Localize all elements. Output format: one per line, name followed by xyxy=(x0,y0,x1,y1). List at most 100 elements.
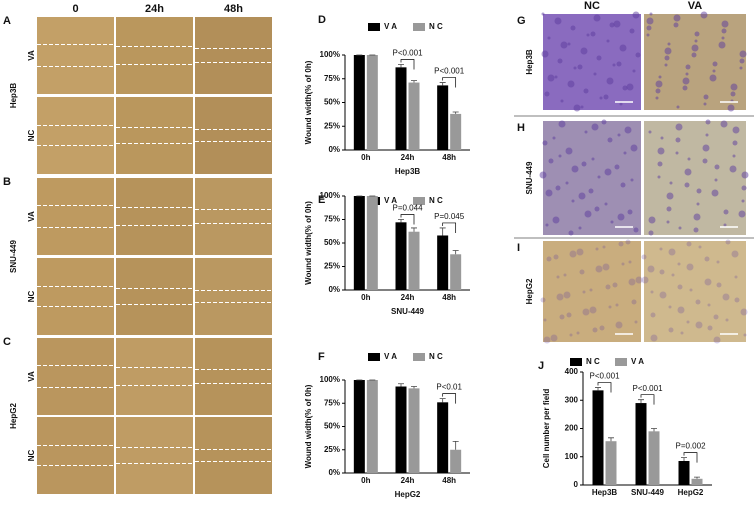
y-tick-label: 100% xyxy=(320,50,340,59)
stained-cell xyxy=(582,290,586,294)
stained-cell xyxy=(695,321,703,329)
stained-cell xyxy=(620,182,626,188)
stained-cell xyxy=(729,165,737,173)
stained-cell xyxy=(547,36,551,40)
stained-cell xyxy=(555,185,561,191)
significance-bracket xyxy=(442,222,457,233)
cell-line-label: SNU-449 xyxy=(525,161,534,194)
row-label: VA xyxy=(27,50,36,61)
bar xyxy=(648,431,660,485)
stained-cell xyxy=(635,276,643,284)
x-tick-label: 0h xyxy=(361,476,370,485)
stained-cell xyxy=(738,210,746,218)
x-tick-label: SNU-449 xyxy=(631,488,664,497)
x-tick-label: 24h xyxy=(401,293,415,302)
x-tick-label: 0h xyxy=(361,153,370,162)
stained-cell xyxy=(630,144,638,152)
stained-cell xyxy=(686,241,692,247)
stained-cell xyxy=(693,227,699,233)
stained-cell xyxy=(576,248,584,256)
stained-cell xyxy=(713,336,721,344)
stained-cell xyxy=(632,69,636,73)
stained-cell xyxy=(552,216,560,224)
stained-cell xyxy=(604,168,612,176)
micrograph xyxy=(37,417,114,494)
stained-cell xyxy=(550,334,558,342)
legend-label: N C xyxy=(586,357,600,366)
y-tick-label: 50% xyxy=(324,98,340,107)
stained-cell xyxy=(659,269,665,275)
stained-cell xyxy=(714,178,718,182)
stained-cell xyxy=(589,306,597,314)
stained-cell xyxy=(720,120,728,128)
stained-cell xyxy=(582,308,590,316)
stained-cell xyxy=(678,226,682,230)
stained-cell xyxy=(557,58,563,64)
stained-cell xyxy=(615,321,623,329)
stained-cell xyxy=(545,189,553,197)
stained-cell xyxy=(686,263,694,271)
stained-cell xyxy=(547,74,555,82)
micrograph-texture xyxy=(195,417,272,494)
column-label: NC xyxy=(584,0,600,12)
bar xyxy=(437,402,449,473)
micrograph-texture xyxy=(37,417,114,494)
stained-cell xyxy=(606,77,614,85)
stained-cell xyxy=(591,123,599,131)
error-bar xyxy=(398,383,404,387)
stained-cell xyxy=(623,151,627,155)
panel-letter: A xyxy=(3,15,11,27)
y-tick-label: 400 xyxy=(565,367,579,376)
p-value: P<0.01 xyxy=(436,383,462,392)
stained-cell xyxy=(680,331,684,335)
bar xyxy=(691,478,703,485)
panel-letter: C xyxy=(3,336,11,348)
stained-cell xyxy=(676,105,680,109)
micrograph-texture xyxy=(37,97,114,174)
stained-cell xyxy=(567,80,575,88)
legend-label: V A xyxy=(384,22,397,31)
stained-cell xyxy=(702,144,710,152)
stained-cell xyxy=(619,44,627,52)
stained-cell xyxy=(682,85,688,91)
stained-cell xyxy=(580,47,588,55)
stained-cell xyxy=(677,284,683,290)
stained-cell xyxy=(543,318,547,322)
stained-cell xyxy=(629,28,635,34)
stained-cell xyxy=(694,31,700,37)
stained-cell xyxy=(646,17,654,25)
stained-cell xyxy=(565,181,569,185)
stained-cell xyxy=(658,75,662,79)
error-bar xyxy=(411,80,417,83)
stained-cell xyxy=(731,250,739,258)
stained-cell xyxy=(632,11,640,19)
stained-cell xyxy=(712,61,718,67)
stained-cell xyxy=(591,157,595,161)
micrograph-texture xyxy=(116,417,193,494)
stained-cell xyxy=(563,291,571,299)
stained-cell xyxy=(705,133,709,137)
micrograph-texture xyxy=(37,17,114,94)
micrograph-texture xyxy=(195,178,272,255)
legend-swatch xyxy=(413,353,425,361)
stained-cell xyxy=(675,123,683,131)
stained-cell xyxy=(687,157,691,161)
micrograph xyxy=(543,241,641,342)
stained-cell xyxy=(545,223,549,227)
stained-cell xyxy=(739,50,747,58)
stained-cell xyxy=(716,260,720,264)
y-axis-label: Wound width(% of 0h) xyxy=(304,384,313,468)
significance-bracket xyxy=(400,214,415,225)
micrograph xyxy=(116,338,193,415)
significance-bracket xyxy=(442,77,457,88)
micrograph-texture xyxy=(37,178,114,255)
stained-cell xyxy=(610,220,614,224)
stained-cell xyxy=(554,75,558,79)
stained-cell xyxy=(631,299,637,305)
stained-cell xyxy=(573,66,577,70)
stained-cell xyxy=(655,96,659,100)
bar xyxy=(395,386,407,473)
stained-cell xyxy=(608,305,612,309)
stained-cell xyxy=(602,245,606,249)
legend-label: V A xyxy=(384,352,397,361)
